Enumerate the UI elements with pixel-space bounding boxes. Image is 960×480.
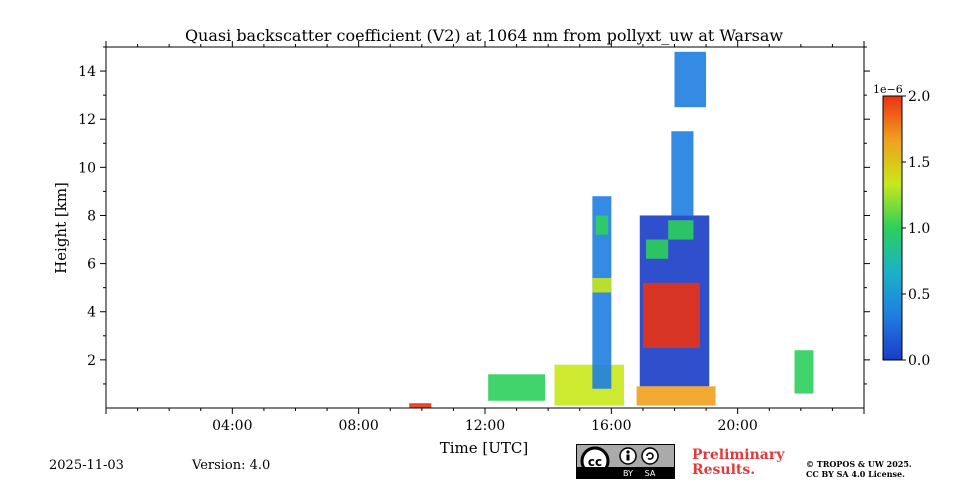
- backscatter-region-thin-column-18h: [671, 131, 694, 216]
- copyright-notice: © TROPOS & UW 2025. CC BY SA 4.0 License…: [806, 459, 912, 479]
- preliminary-line2: Results.: [692, 462, 756, 478]
- backscatter-region-cirrus-top-18h: [674, 51, 707, 108]
- backscatter-region-aerosol-layer-13h: [488, 374, 546, 401]
- by-label: BY: [623, 469, 633, 478]
- backscatter-region-boundary-layer-17-19h: [636, 386, 716, 406]
- colorbar-tick-label: 0.5: [908, 287, 930, 303]
- y-tick-label: 6: [87, 257, 96, 273]
- plot-frame: [105, 46, 865, 409]
- sa-icon: [641, 447, 659, 465]
- colorbar-tick-label: 2.0: [908, 89, 930, 105]
- x-axis: 04:00 08:00 12:00 16:00 20:00: [105, 41, 865, 434]
- x-tick-label: 08:00: [338, 418, 378, 434]
- y-tick-label: 4: [87, 305, 96, 321]
- backscatter-region-surface-spot-10h: [409, 403, 432, 408]
- colorbar: 0.0 0.5 1.0 1.5 2.0 1e−6: [873, 83, 930, 369]
- svg-text:cc: cc: [588, 455, 602, 469]
- y-tick-label: 10: [78, 160, 96, 176]
- colorbar-tick-label: 0.0: [908, 353, 930, 369]
- plot-area: [409, 51, 814, 408]
- backscatter-region-cloud-top-17h: [646, 239, 669, 259]
- backscatter-region-cloud-top-18h: [668, 220, 694, 240]
- colorbar-tick-label: 1.0: [908, 221, 930, 237]
- x-tick-label: 16:00: [591, 418, 631, 434]
- preliminary-line1: Preliminary: [692, 447, 785, 463]
- version-label: Version: 4.0: [192, 458, 271, 473]
- colorbar-tick-label: 1.5: [908, 155, 930, 171]
- backscatter-region-plume-edge-7-8km: [595, 215, 609, 235]
- y-axis-label: Height [km]: [52, 182, 70, 274]
- y-tick-label: 2: [87, 353, 96, 369]
- chart-title: Quasi backscatter coefficient (V2) at 10…: [185, 26, 783, 45]
- x-tick-label: 04:00: [212, 418, 252, 434]
- colorbar-gradient: [882, 95, 903, 361]
- y-tick-label: 14: [78, 64, 96, 80]
- colorbar-multiplier: 1e−6: [873, 83, 903, 96]
- y-tick-label: 12: [78, 112, 96, 128]
- date-label: 2025-11-03: [49, 458, 124, 473]
- y-axis: 2 4 6 8 10 12 14: [78, 46, 870, 385]
- backscatter-region-surface-layer-22h: [794, 350, 814, 394]
- backscatter-region-low-layer-14-16h: [554, 364, 624, 406]
- y-tick-label: 8: [87, 208, 96, 224]
- x-tick-label: 12:00: [465, 418, 505, 434]
- x-axis-label: Time [UTC]: [440, 439, 529, 457]
- sa-label: SA: [645, 469, 656, 478]
- copyright-line2: CC BY SA 4.0 License.: [806, 469, 905, 479]
- cc-license-badge: cc BY SA: [576, 444, 675, 479]
- preliminary-results: Preliminary Results.: [692, 448, 784, 478]
- backscatter-region-plume-edge-5km: [592, 278, 612, 293]
- copyright-line1: © TROPOS & UW 2025.: [806, 459, 912, 469]
- x-tick-label: 20:00: [717, 418, 757, 434]
- backscatter-region-dense-cloud-core: [642, 282, 700, 348]
